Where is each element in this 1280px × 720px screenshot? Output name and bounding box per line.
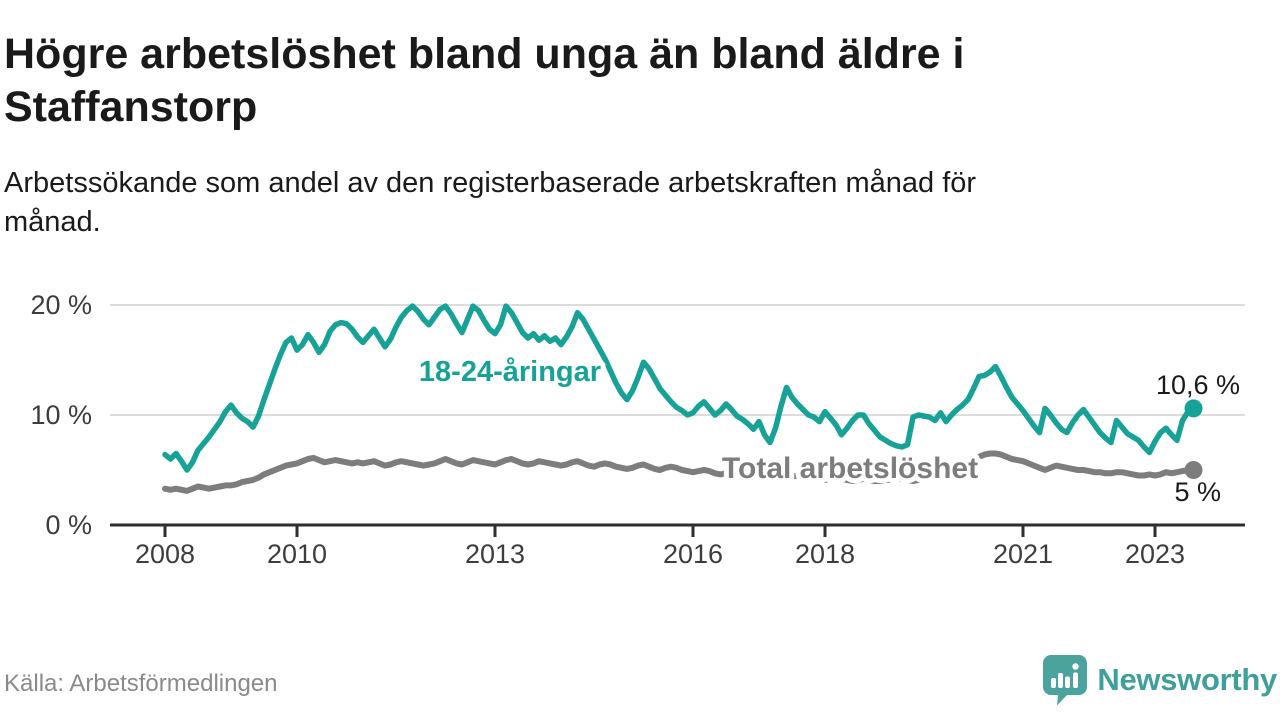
y-axis-label: 0 % [45,510,92,540]
bar-chart-bar-2 [1058,673,1064,688]
x-axis-label: 2016 [663,539,723,569]
series-line-1 [162,303,1197,473]
series-end-dot-1 [1184,399,1203,418]
y-axis-label: 20 % [30,290,92,320]
source-note: Källa: Arbetsförmedlingen [4,670,278,697]
bar-chart-bar-3 [1065,676,1071,688]
series-label-0: Total arbetslöshet [722,452,978,485]
newsworthy-logo-icon [1043,655,1088,706]
series-end-label-1: 10,6 % [1156,370,1240,400]
x-axis-label: 2021 [993,539,1053,569]
series-label-1: 18-24-åringar [419,356,601,388]
page-subtitle: Arbetssökande som andel av den registerb… [4,167,977,238]
x-axis-label: 2010 [267,539,327,569]
series-line-0 [162,450,1197,494]
series-end-label-0: 5 % [1174,477,1221,507]
bar-chart-bar-1 [1051,678,1057,688]
newsworthy-logo: Newsworthy [1042,654,1277,706]
exclamation-dot [1072,663,1080,670]
brand-name: Newsworthy [1097,662,1277,697]
exclamation-stem [1073,672,1079,688]
x-axis-label: 2018 [795,539,855,569]
x-axis-label: 2013 [465,539,525,569]
y-axis-label: 10 % [30,400,92,430]
series-end-dot-0 [1184,461,1203,479]
x-axis-label: 2008 [135,539,195,569]
x-axis-label: 2023 [1125,539,1185,569]
page-title: Högre arbetslöshet bland unga än bland ä… [4,30,965,132]
